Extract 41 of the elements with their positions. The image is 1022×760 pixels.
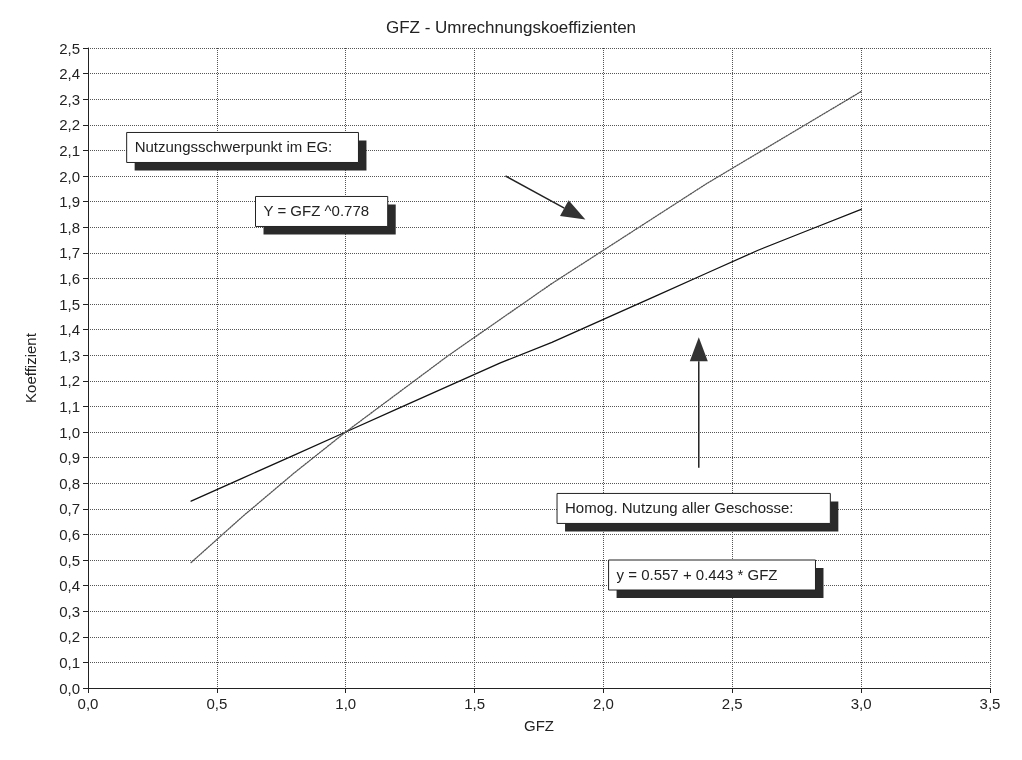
y-tick-label: 1,2 — [59, 372, 80, 390]
x-tick-label: 3,0 — [850, 695, 872, 712]
y-tick-label: 1,9 — [59, 193, 80, 211]
y-tick-label: 0,1 — [59, 653, 80, 671]
y-tick-label: 1,8 — [59, 218, 80, 236]
y-tick-label: 2,0 — [59, 167, 80, 185]
chart-title: GFZ - Umrechnungskoeffizienten — [385, 18, 637, 37]
x-tick-label: 2,5 — [721, 695, 743, 712]
y-tick-label: 1,7 — [59, 244, 80, 262]
x-axis-title: GFZ — [524, 717, 554, 734]
y-tick-label: 0,0 — [59, 679, 80, 697]
y-tick-label: 1,0 — [59, 423, 80, 441]
y-tick-label: 0,7 — [59, 500, 80, 518]
y-tick-label: 1,6 — [59, 269, 80, 287]
annotation: Y = GFZ ^0.778 — [263, 202, 370, 220]
y-tick-label: 1,5 — [59, 295, 80, 313]
y-tick-label: 0,2 — [59, 628, 80, 646]
annotation: Nutzungsschwerpunkt im EG: — [134, 138, 333, 156]
x-tick-label: 1,5 — [464, 695, 485, 712]
y-tick-label: 0,5 — [59, 551, 80, 569]
x-tick-label: 2,0 — [593, 695, 614, 712]
y-axis-title: Koeffizient — [22, 332, 39, 403]
x-tick-label: 3,5 — [979, 695, 1001, 712]
y-tick-label: 2,2 — [59, 116, 80, 134]
y-tick-label: 0,3 — [59, 602, 80, 620]
y-tick-label: 1,4 — [59, 321, 80, 339]
y-tick-label: 1,1 — [59, 397, 80, 415]
y-tick-label: 0,4 — [59, 577, 80, 595]
annotation: y = 0.557 + 0.443 * GFZ — [616, 566, 778, 583]
y-tick-label: 2,3 — [59, 90, 80, 108]
x-tick-label: 0,5 — [206, 695, 228, 712]
x-tick-label: 1,0 — [335, 695, 357, 712]
y-tick-label: 1,3 — [59, 346, 80, 364]
y-tick-label: 0,9 — [59, 449, 80, 467]
annotation: Homog. Nutzung aller Geschosse: — [565, 499, 794, 517]
y-tick-label: 2,1 — [59, 141, 80, 159]
y-tick-label: 0,8 — [59, 474, 80, 492]
y-tick-label: 2,4 — [59, 65, 80, 83]
y-tick-label: 2,5 — [59, 39, 80, 57]
x-tick-label: 0,0 — [77, 695, 99, 712]
y-tick-label: 0,6 — [59, 525, 80, 543]
